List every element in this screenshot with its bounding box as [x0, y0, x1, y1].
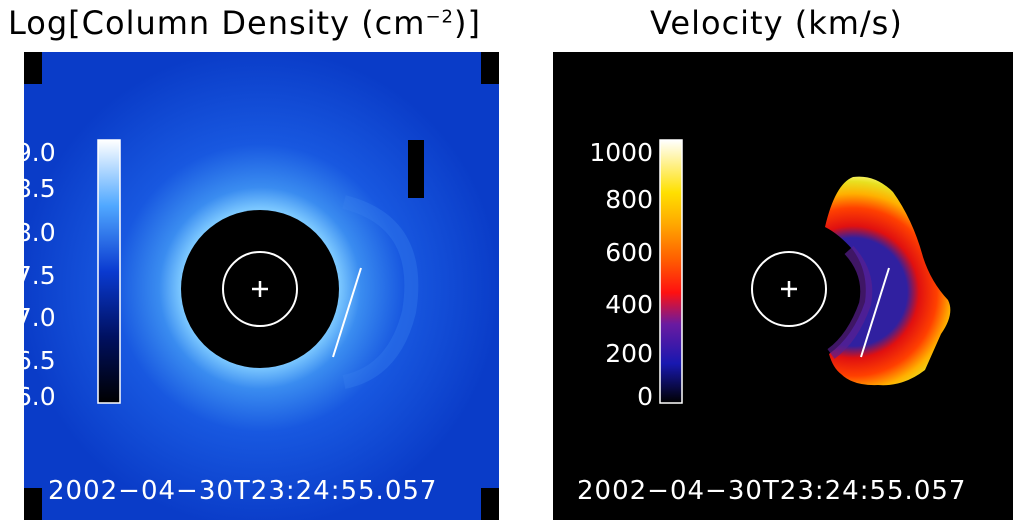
density-tick-0: 19.0: [0, 138, 56, 167]
measurement-line: [332, 267, 362, 358]
density-tick-3: 17.5: [0, 261, 56, 290]
velocity-colorbar: [659, 139, 683, 404]
sun-limb-circle: [222, 251, 298, 327]
density-tick-2: 18.0: [0, 218, 56, 247]
density-colorbar: [97, 139, 121, 404]
sun-center-crosshair-icon: [252, 281, 268, 297]
column-density-panel: 19.0 18.5 18.0 17.5 17.0 16.5 16.0 2002−…: [0, 52, 499, 520]
velocity-tick-5: 0: [637, 382, 653, 411]
column-density-title-exponent: −2: [425, 6, 454, 28]
velocity-timestamp: 2002−04−30T23:24:55.057: [577, 476, 967, 506]
velocity-tick-0: 1000: [589, 138, 653, 167]
velocity-sun-center-crosshair-icon: [781, 281, 797, 297]
column-density-timestamp: 2002−04−30T23:24:55.057: [48, 476, 438, 506]
velocity-tick-3: 400: [605, 290, 653, 319]
velocity-measurement-line: [860, 267, 890, 358]
velocity-tick-1: 800: [605, 185, 653, 214]
density-tick-4: 17.0: [0, 303, 56, 332]
column-density-title-prefix: Log[Column Density (cm: [8, 4, 426, 42]
occulter-bar: [408, 140, 424, 198]
velocity-panel: 1000 800 600 400 200 0 2002−04−30T23:24:…: [553, 52, 1013, 520]
density-tick-1: 18.5: [0, 174, 56, 203]
velocity-image: [553, 52, 1013, 520]
column-density-title: Log[Column Density (cm−2)]: [8, 4, 481, 42]
velocity-tick-4: 200: [605, 339, 653, 368]
velocity-sun-limb-circle: [751, 251, 827, 327]
density-tick-5: 16.5: [0, 346, 56, 375]
density-tick-6: 16.0: [0, 382, 56, 411]
velocity-title: Velocity (km/s): [650, 4, 903, 42]
column-density-title-suffix: )]: [453, 4, 481, 42]
velocity-tick-2: 600: [605, 238, 653, 267]
column-density-image: [24, 52, 499, 520]
